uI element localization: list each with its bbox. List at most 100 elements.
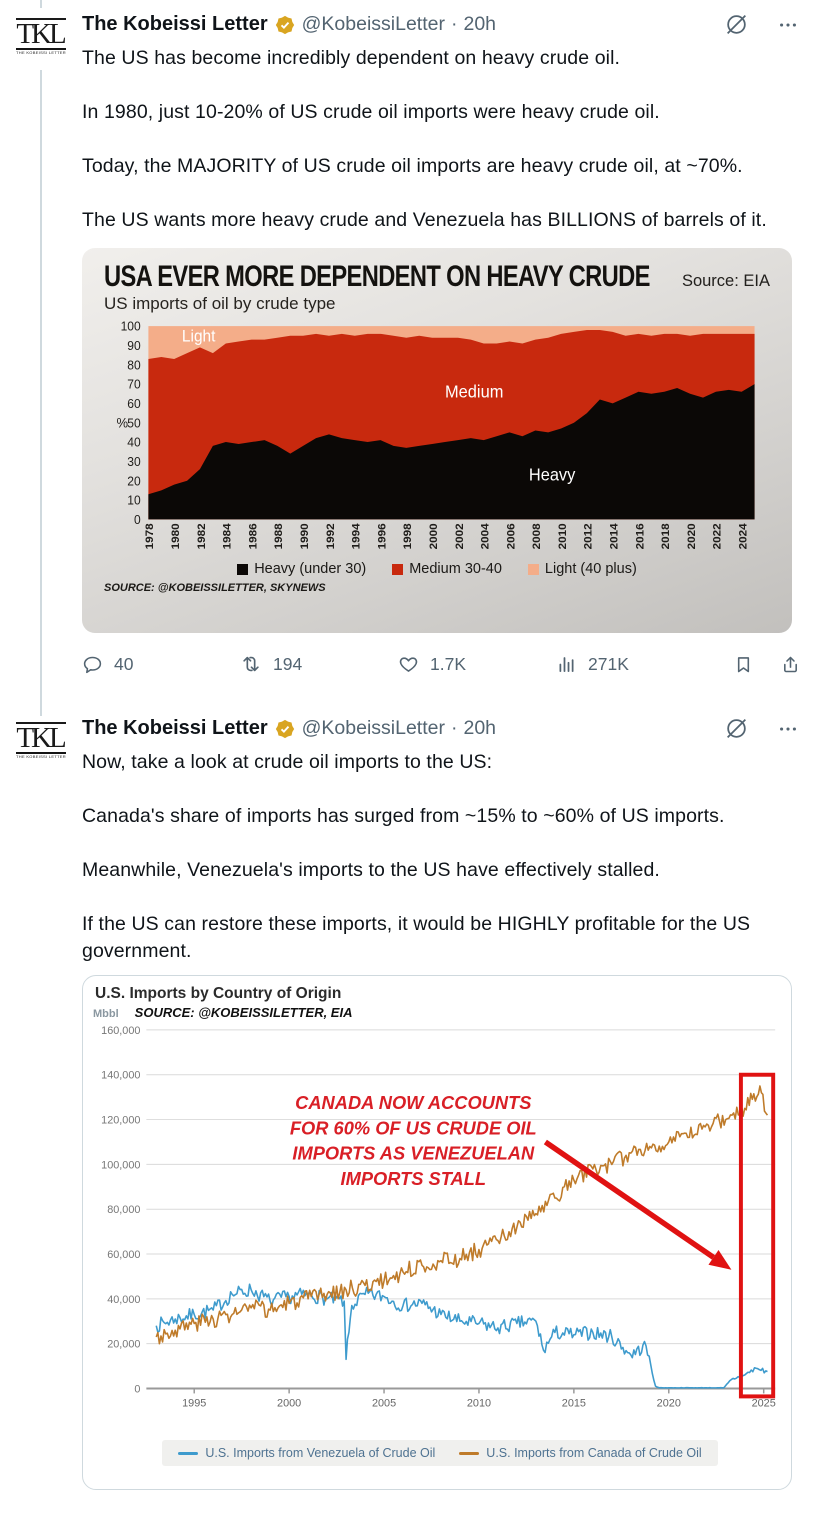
legend-swatch	[237, 563, 249, 575]
gold-verified-badge-icon	[275, 15, 294, 34]
avatar[interactable]: TKL THE KOBEISSI LETTER	[16, 716, 66, 766]
svg-text:1990: 1990	[299, 523, 311, 549]
chart2-source: SOURCE: @KOBEISSILETTER, EIA	[134, 1005, 353, 1020]
thread-connector-line	[40, 0, 42, 8]
svg-text:70: 70	[127, 377, 141, 391]
repost-icon	[243, 656, 259, 672]
imports-by-country-chart-image[interactable]: U.S. Imports by Country of Origin Mbbl S…	[82, 975, 792, 1490]
tweet-paragraph: If the US can restore these imports, it …	[82, 913, 751, 962]
more-menu-icon[interactable]	[777, 14, 799, 36]
timestamp: 20h	[463, 717, 497, 739]
svg-text:30: 30	[127, 455, 141, 469]
chart1-legend-item: Medium 30-40	[392, 561, 502, 577]
author-name[interactable]: The Kobeissi Letter	[82, 13, 268, 35]
avatar-monogram: TKL	[16, 722, 66, 753]
chart2-legend: U.S. Imports from Venezuela of Crude Oil…	[91, 1440, 789, 1466]
svg-text:2006: 2006	[506, 523, 518, 549]
avatar-column: TKL THE KOBEISSI LETTER	[16, 12, 82, 683]
svg-text:2025: 2025	[752, 1397, 776, 1409]
svg-text:2008: 2008	[531, 523, 543, 549]
gold-verified-badge-icon	[275, 719, 294, 738]
author-handle[interactable]: @KobeissiLetter	[301, 13, 445, 35]
author-handle[interactable]: @KobeissiLetter	[301, 717, 445, 739]
svg-text:Medium: Medium	[445, 382, 503, 401]
tweet: TKL THE KOBEISSI LETTER The Kobeissi Let…	[0, 698, 821, 1498]
svg-text:2022: 2022	[712, 523, 724, 549]
tweet-header: The Kobeissi Letter @KobeissiLetter · 20…	[82, 12, 805, 37]
chart1-legend: Heavy (under 30) Medium 30-40 Light (40 pl…	[104, 561, 770, 577]
svg-text:0: 0	[134, 1383, 140, 1395]
svg-text:40: 40	[127, 435, 141, 449]
avatar-monogram: TKL	[16, 18, 66, 49]
engagement-bar: 40 194 1.7K 271K	[82, 645, 805, 683]
chart1-title: USA EVER MORE DEPENDENT ON HEAVY CRUDE	[104, 260, 650, 293]
tweet-paragraph: Canada's share of imports has surged fro…	[82, 805, 725, 827]
svg-text:2024: 2024	[738, 523, 750, 550]
svg-text:2020: 2020	[686, 523, 698, 549]
svg-text:1982: 1982	[196, 523, 208, 549]
tweet-paragraph: Today, the MAJORITY of US crude oil impo…	[82, 155, 743, 177]
meta-separator: ·	[450, 13, 458, 35]
svg-text:1984: 1984	[222, 523, 234, 550]
thread-connector-line	[40, 70, 42, 742]
svg-text:90: 90	[127, 339, 141, 353]
legend-swatch	[527, 563, 539, 575]
avatar-column: TKL THE KOBEISSI LETTER	[16, 716, 82, 1490]
grok-icon[interactable]	[724, 716, 749, 741]
svg-text:2000: 2000	[428, 523, 440, 549]
chart2-unit-label: Mbbl	[93, 1008, 119, 1020]
svg-text:20,000: 20,000	[107, 1339, 140, 1351]
chart1-source-right: Source: EIA	[681, 272, 770, 290]
svg-text:1988: 1988	[273, 523, 285, 549]
svg-text:160,000: 160,000	[101, 1025, 140, 1037]
avatar-caption: THE KOBEISSI LETTER	[16, 47, 66, 55]
chart2-legend-item: U.S. Imports from Venezuela of Crude Oil	[178, 1446, 435, 1460]
tweet-paragraph: Meanwhile, Venezuela's imports to the US…	[82, 859, 660, 881]
svg-text:2012: 2012	[583, 523, 595, 549]
avatar-caption: THE KOBEISSI LETTER	[16, 751, 66, 759]
chart1-legend-item: Heavy (under 30)	[237, 561, 366, 577]
views-button[interactable]: 271K	[556, 654, 714, 675]
svg-text:2005: 2005	[372, 1397, 396, 1409]
tweet-text: The US has become incredibly dependent o…	[82, 45, 805, 234]
share-icon[interactable]	[780, 654, 801, 675]
repost-button[interactable]: 194	[240, 653, 398, 675]
tweet-paragraph: Now, take a look at crude oil imports to…	[82, 751, 493, 773]
legend-dash	[178, 1451, 199, 1455]
tweet-header: The Kobeissi Letter @KobeissiLetter · 20…	[82, 716, 805, 741]
legend-dash	[459, 1451, 480, 1455]
svg-text:2014: 2014	[609, 523, 621, 550]
svg-text:1986: 1986	[248, 523, 260, 549]
tweet-paragraph: The US wants more heavy crude and Venezu…	[82, 209, 767, 231]
like-count: 1.7K	[430, 653, 466, 674]
svg-text:2000: 2000	[277, 1397, 301, 1409]
chart1-plot: 0 10 20 30 40 50 60 70 80 90 100% 1978 1980 1982 1984 1…	[117, 320, 755, 550]
like-button[interactable]: 1.7K	[398, 654, 556, 675]
svg-text:100,000: 100,000	[101, 1159, 140, 1171]
tweet-text: Now, take a look at crude oil imports to…	[82, 749, 805, 965]
bookmark-icon[interactable]	[733, 654, 754, 675]
svg-text:2010: 2010	[557, 523, 569, 549]
author-name[interactable]: The Kobeissi Letter	[82, 717, 268, 739]
svg-text:Light: Light	[182, 328, 216, 345]
heavy-crude-chart-image[interactable]: USA EVER MORE DEPENDENT ON HEAVY CRUDE S…	[82, 248, 792, 633]
reply-button[interactable]: 40	[82, 654, 240, 675]
svg-text:IMPORTS STALL: IMPORTS STALL	[341, 1168, 487, 1189]
svg-text:2004: 2004	[480, 523, 492, 550]
svg-text:CANADA NOW ACCOUNTS: CANADA NOW ACCOUNTS	[295, 1092, 532, 1113]
svg-text:FOR 60% OF US CRUDE OIL: FOR 60% OF US CRUDE OIL	[290, 1117, 537, 1138]
heart-icon	[399, 656, 418, 672]
more-menu-icon[interactable]	[777, 718, 799, 740]
svg-text:120,000: 120,000	[101, 1115, 140, 1127]
tweet-paragraph: The US has become incredibly dependent o…	[82, 47, 621, 69]
svg-text:2016: 2016	[635, 523, 647, 549]
svg-text:20: 20	[127, 474, 141, 488]
svg-text:1994: 1994	[351, 523, 363, 550]
svg-text:1980: 1980	[170, 523, 182, 549]
svg-text:100: 100	[121, 320, 141, 334]
svg-text:2015: 2015	[562, 1397, 586, 1409]
chart1-footer: SOURCE: @KOBEISSILETTER, SKYNEWS	[104, 582, 326, 594]
avatar[interactable]: TKL THE KOBEISSI LETTER	[16, 12, 66, 62]
grok-icon[interactable]	[724, 12, 749, 37]
svg-text:10: 10	[127, 493, 141, 507]
